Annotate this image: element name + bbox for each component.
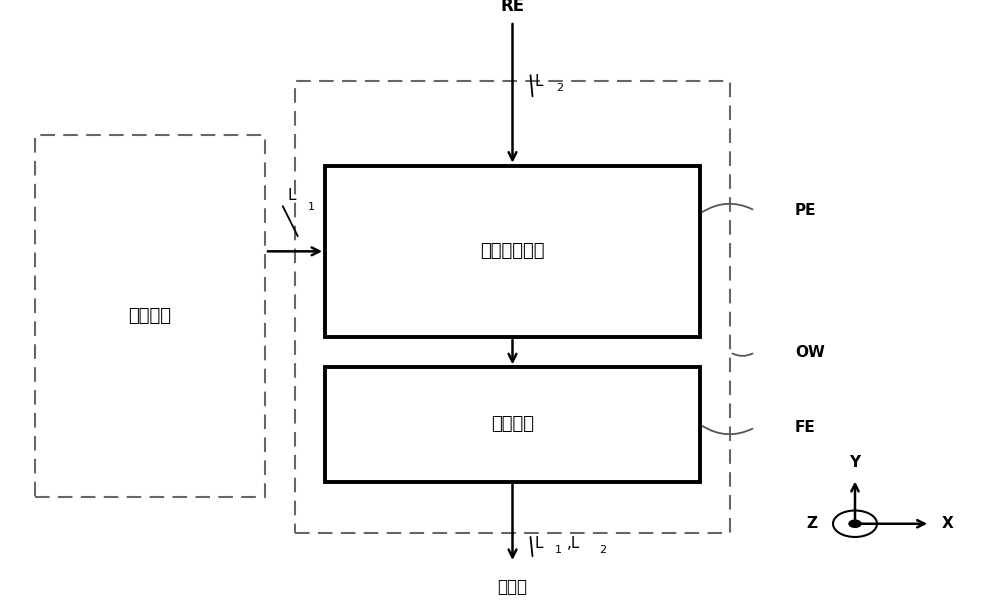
Bar (295, 81, 730, 533)
Text: 2: 2 (556, 84, 564, 93)
Text: 1: 1 (554, 545, 562, 554)
Text: 1: 1 (308, 202, 315, 213)
Text: 2: 2 (599, 545, 607, 554)
Text: PE: PE (795, 203, 816, 218)
Text: 路径转换构件: 路径转换构件 (480, 243, 545, 260)
Text: RE: RE (500, 0, 525, 15)
Text: L: L (534, 536, 543, 550)
Text: 第一图像: 第一图像 (129, 307, 172, 325)
Bar (325, 166, 700, 337)
Text: L: L (534, 74, 543, 88)
Circle shape (849, 520, 861, 527)
Text: OW: OW (795, 345, 825, 359)
Bar (325, 367, 700, 482)
Text: Z: Z (806, 517, 817, 531)
Text: L: L (288, 188, 296, 203)
Text: FE: FE (795, 420, 816, 435)
Text: X: X (942, 517, 954, 531)
Bar (35, 135, 265, 497)
Text: Y: Y (849, 455, 861, 470)
Text: 观察者: 观察者 (498, 578, 528, 596)
Text: ,L: ,L (566, 536, 580, 550)
Text: 聚焦构件: 聚焦构件 (491, 415, 534, 433)
